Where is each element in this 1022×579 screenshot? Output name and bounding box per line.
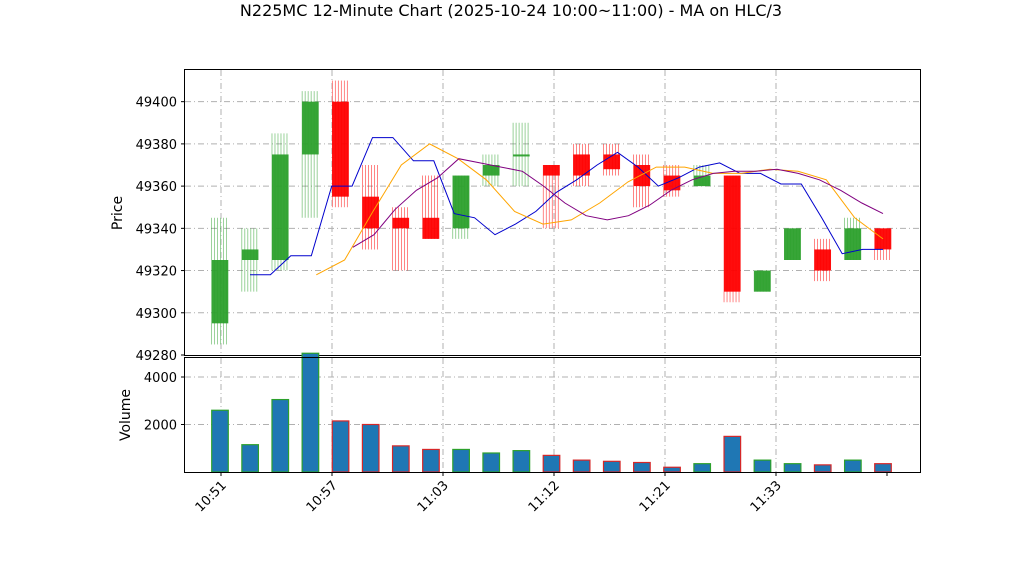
candle (573, 143, 590, 187)
candle-body (211, 260, 229, 324)
volume-bar (512, 450, 531, 473)
candle (874, 228, 892, 260)
candle-body (844, 228, 862, 260)
volume-bar (602, 460, 621, 473)
candle-body (302, 101, 319, 155)
price-tick-label: 49320 (136, 265, 177, 280)
volume-bar (633, 461, 651, 473)
candle-body (543, 165, 560, 176)
price-tick-label: 49400 (136, 96, 177, 111)
candle (362, 165, 379, 250)
candle-body (271, 154, 289, 260)
candle-body (693, 175, 711, 187)
candle (512, 122, 530, 187)
price-y-ticks: 49280 49300 49320 49340 49360 49380 49400 (136, 96, 185, 364)
volume-bars (211, 352, 892, 473)
ma-mid-line (316, 143, 884, 276)
candle-body (754, 270, 771, 292)
volume-axes-frame (184, 357, 921, 473)
candle (753, 270, 771, 292)
price-axis-label: Price (110, 196, 126, 230)
candle (633, 154, 651, 208)
chart-title: N225MC 12-Minute Chart (2025-10-24 10:00… (240, 1, 782, 20)
candle-body (332, 101, 349, 197)
candle-body (784, 228, 801, 260)
volume-bar (813, 464, 832, 473)
candle-body (724, 175, 741, 292)
volume-bar (874, 463, 892, 473)
price-tick-label: 49340 (136, 222, 177, 237)
volume-bar (843, 459, 862, 473)
candle-body (452, 175, 470, 229)
volume-bar (723, 435, 742, 473)
candle (271, 133, 289, 271)
volume-bar (663, 466, 681, 473)
candle-body (603, 154, 621, 170)
volume-bar (422, 448, 440, 473)
x-tick-label: 10:51 (193, 478, 230, 515)
candle-body (422, 217, 440, 239)
candle-body (513, 154, 530, 157)
candle (482, 154, 500, 187)
x-tick-label: 11:21 (637, 478, 674, 515)
volume-bar (783, 463, 802, 473)
volume-bar (572, 459, 591, 473)
moving-average-lines (250, 137, 884, 276)
candle-body (633, 165, 651, 187)
candle (844, 217, 862, 260)
volume-bar (271, 398, 290, 473)
candle (211, 217, 229, 345)
volume-y-ticks: 2000 4000 (144, 371, 185, 434)
price-axes-frame (184, 69, 921, 356)
volume-axis-label: Volume (118, 389, 134, 441)
price-tick-label: 49300 (136, 307, 177, 322)
volume-bar (211, 409, 229, 473)
volume-bar (391, 445, 410, 473)
volume-bar (542, 454, 561, 473)
candle (422, 175, 440, 239)
candle (301, 91, 319, 218)
x-tick-label: 10:57 (304, 478, 341, 515)
price-candles (211, 80, 892, 345)
volume-tick-label: 2000 (144, 419, 177, 434)
ma-slow-line (352, 158, 884, 248)
candle-body (241, 249, 259, 260)
volume-bar (361, 423, 380, 473)
candle-body (814, 249, 832, 271)
candle-body (392, 217, 410, 229)
candle (241, 228, 259, 292)
candle (784, 228, 801, 260)
candle (331, 80, 349, 208)
x-tick-label: 11:12 (526, 478, 563, 515)
volume-bar (452, 448, 470, 473)
volume-bar (241, 444, 260, 473)
candle (723, 175, 741, 303)
candle (452, 175, 470, 239)
candle-body (362, 196, 379, 229)
ma-fast-line (250, 137, 883, 276)
volume-bar (753, 459, 772, 473)
volume-bar (482, 452, 501, 473)
price-tick-label: 49280 (136, 349, 177, 364)
volume-bar (693, 463, 712, 473)
volume-bar (331, 420, 350, 473)
candle-body (482, 165, 500, 176)
candle-body (573, 154, 590, 176)
price-tick-label: 49380 (136, 138, 177, 153)
price-tick-label: 49360 (136, 180, 177, 195)
x-ticks: 10:51 10:57 11:03 11:12 11:21 11:33 (193, 472, 888, 515)
x-tick-label: 11:33 (748, 478, 785, 515)
candle (392, 207, 410, 271)
candle (814, 238, 832, 282)
volume-tick-label: 4000 (144, 371, 177, 386)
volume-bar (301, 352, 320, 473)
x-tick-label: 11:03 (415, 478, 452, 515)
